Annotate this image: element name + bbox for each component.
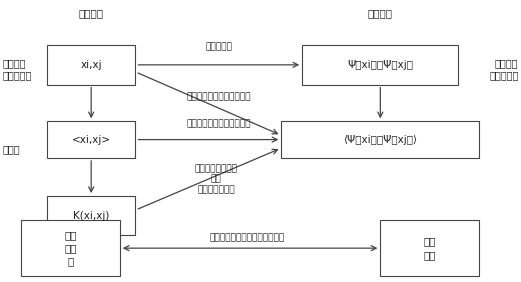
Text: ⟨Ψ（xi），Ψ（xj）⟩: ⟨Ψ（xi），Ψ（xj）⟩ bbox=[343, 135, 417, 145]
FancyBboxPatch shape bbox=[281, 121, 479, 158]
Text: xi,xj: xi,xj bbox=[80, 60, 102, 70]
Text: 核方法: 核方法 bbox=[3, 144, 20, 155]
FancyBboxPatch shape bbox=[21, 220, 120, 276]
Text: 非线
性操
作: 非线 性操 作 bbox=[64, 230, 77, 266]
Text: K(xi,xj): K(xi,xj) bbox=[73, 211, 109, 221]
FancyBboxPatch shape bbox=[47, 45, 135, 85]
Text: 特征空间与数据空间的相互映射: 特征空间与数据空间的相互映射 bbox=[210, 234, 285, 243]
Text: 线性运算
（求内积）: 线性运算 （求内积） bbox=[3, 58, 32, 80]
FancyBboxPatch shape bbox=[380, 220, 479, 276]
Text: 数据空间: 数据空间 bbox=[79, 8, 104, 18]
FancyBboxPatch shape bbox=[302, 45, 458, 85]
Text: 特征空间: 特征空间 bbox=[368, 8, 393, 18]
Text: 非线性映射: 非线性映射 bbox=[205, 42, 232, 51]
Text: 线性
操作: 线性 操作 bbox=[424, 237, 436, 260]
Text: <xi,xj>: <xi,xj> bbox=[71, 135, 111, 145]
Text: 由数据空间投影到特征空间: 由数据空间投影到特征空间 bbox=[187, 93, 251, 102]
Text: 数据空间内积对应空间内积: 数据空间内积对应空间内积 bbox=[187, 120, 251, 129]
Text: Ψ（xi），Ψ（xj）: Ψ（xi），Ψ（xj） bbox=[348, 60, 413, 70]
FancyBboxPatch shape bbox=[47, 196, 135, 235]
Text: 线性运算
（求内积）: 线性运算 （求内积） bbox=[489, 58, 518, 80]
FancyBboxPatch shape bbox=[47, 121, 135, 158]
Text: 数据空间的核函数
完成
特征空间的内积: 数据空间的核函数 完成 特征空间的内积 bbox=[195, 164, 238, 194]
